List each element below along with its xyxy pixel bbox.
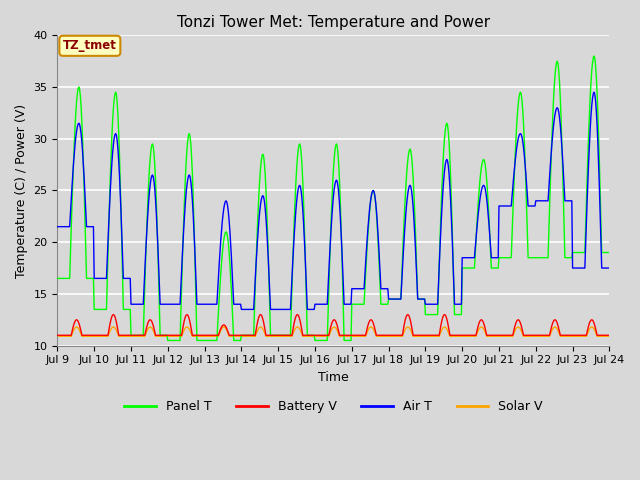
Panel T: [401, 205, 408, 211]
Solar V: [417, 334, 424, 339]
Text: TZ_tmet: TZ_tmet: [63, 39, 116, 52]
Battery V: [177, 332, 185, 338]
Solar V: [177, 334, 185, 339]
Solar V: [73, 324, 81, 330]
Battery V: [417, 332, 424, 338]
Panel T: [54, 276, 61, 281]
Air T: [417, 296, 424, 302]
Battery V: [401, 320, 408, 325]
Battery V: [121, 332, 129, 338]
Panel T: [164, 337, 172, 343]
Title: Tonzi Tower Met: Temperature and Power: Tonzi Tower Met: Temperature and Power: [177, 15, 490, 30]
Air T: [401, 227, 408, 233]
Battery V: [605, 332, 612, 338]
Air T: [63, 224, 71, 229]
Panel T: [63, 276, 71, 281]
Air T: [176, 301, 184, 307]
Solar V: [605, 334, 612, 339]
Line: Solar V: Solar V: [58, 327, 609, 336]
Y-axis label: Temperature (C) / Power (V): Temperature (C) / Power (V): [15, 103, 28, 277]
X-axis label: Time: Time: [318, 371, 349, 384]
Line: Panel T: Panel T: [58, 56, 609, 340]
Battery V: [54, 332, 61, 338]
Line: Battery V: Battery V: [58, 314, 609, 335]
Line: Air T: Air T: [58, 92, 609, 310]
Air T: [237, 307, 245, 312]
Panel T: [177, 311, 185, 316]
Solar V: [206, 334, 214, 339]
Panel T: [590, 53, 598, 59]
Battery V: [206, 332, 214, 338]
Battery V: [109, 312, 117, 317]
Battery V: [63, 332, 71, 338]
Solar V: [401, 328, 408, 334]
Air T: [54, 224, 61, 229]
Solar V: [63, 334, 71, 339]
Air T: [205, 301, 213, 307]
Air T: [605, 265, 612, 271]
Panel T: [120, 307, 128, 312]
Solar V: [121, 334, 129, 339]
Air T: [120, 276, 128, 281]
Legend: Panel T, Battery V, Air T, Solar V: Panel T, Battery V, Air T, Solar V: [120, 396, 547, 418]
Panel T: [605, 250, 612, 255]
Panel T: [206, 337, 214, 343]
Solar V: [54, 334, 61, 339]
Panel T: [417, 296, 424, 302]
Air T: [590, 89, 598, 95]
